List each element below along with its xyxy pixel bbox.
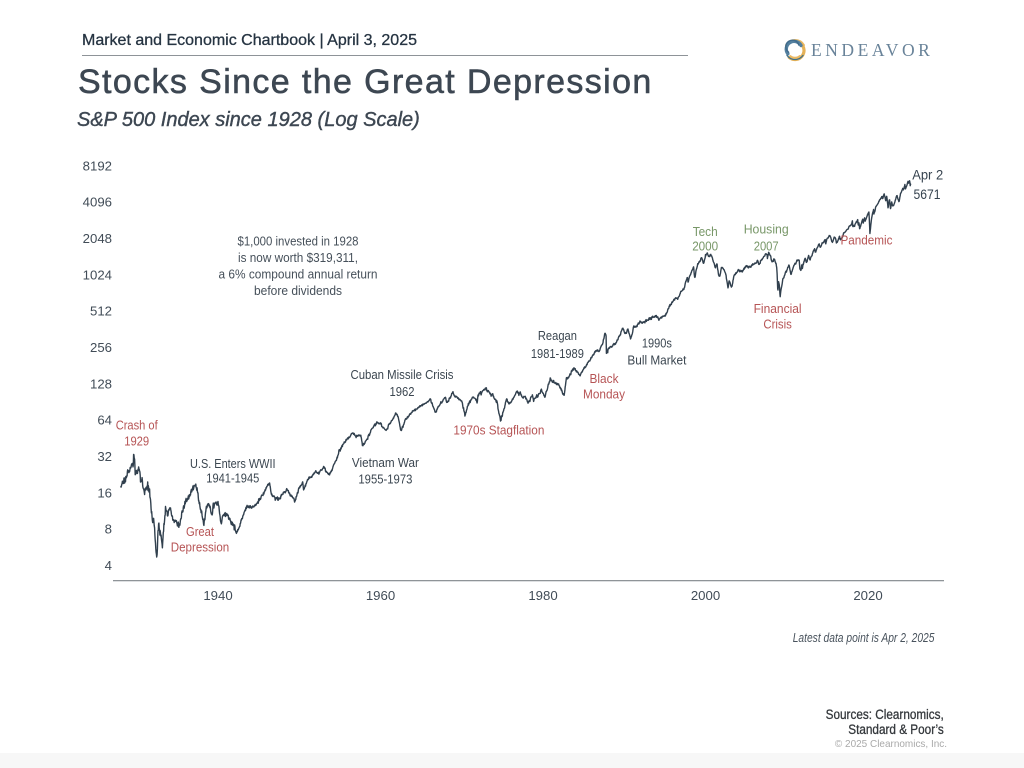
- svg-text:2048: 2048: [83, 231, 112, 246]
- svg-text:is now worth $319,311,: is now worth $319,311,: [238, 250, 358, 265]
- svg-text:1970s Stagflation: 1970s Stagflation: [453, 422, 544, 437]
- svg-text:4: 4: [105, 558, 112, 573]
- svg-text:1940: 1940: [203, 588, 232, 603]
- svg-text:Tech: Tech: [693, 224, 718, 239]
- svg-text:1981-1989: 1981-1989: [531, 346, 584, 361]
- svg-text:4096: 4096: [83, 195, 112, 210]
- svg-text:256: 256: [90, 340, 112, 355]
- svg-text:1955-1973: 1955-1973: [358, 471, 412, 486]
- svg-text:Black: Black: [590, 371, 619, 386]
- svg-text:Crash of: Crash of: [116, 417, 158, 432]
- svg-text:2020: 2020: [853, 588, 882, 603]
- svg-text:1024: 1024: [83, 267, 112, 282]
- svg-text:2007: 2007: [754, 239, 779, 254]
- svg-text:2000: 2000: [692, 239, 718, 254]
- svg-text:8: 8: [105, 522, 112, 537]
- svg-text:a 6% compound annual return: a 6% compound annual return: [219, 267, 378, 282]
- svg-text:128: 128: [90, 376, 112, 391]
- svg-text:512: 512: [90, 304, 112, 319]
- svg-text:1929: 1929: [124, 433, 149, 448]
- svg-text:1941-1945: 1941-1945: [206, 471, 259, 486]
- svg-text:Monday: Monday: [583, 387, 625, 402]
- svg-text:Vietnam War: Vietnam War: [352, 455, 420, 470]
- svg-text:Cuban Missile Crisis: Cuban Missile Crisis: [351, 367, 454, 382]
- svg-text:8192: 8192: [83, 158, 112, 173]
- svg-text:Reagan: Reagan: [538, 328, 577, 343]
- svg-text:Housing: Housing: [744, 222, 789, 237]
- svg-text:Great: Great: [186, 524, 214, 539]
- svg-text:1980: 1980: [528, 588, 557, 603]
- svg-text:Bull Market: Bull Market: [627, 353, 686, 368]
- svg-text:U.S. Enters WWII: U.S. Enters WWII: [190, 456, 276, 471]
- svg-text:before dividends: before dividends: [254, 283, 342, 298]
- svg-text:Depression: Depression: [171, 540, 230, 555]
- svg-text:Apr 2: Apr 2: [912, 167, 943, 183]
- svg-text:16: 16: [97, 485, 112, 500]
- svg-text:64: 64: [97, 413, 112, 428]
- svg-text:$1,000 invested in 1928: $1,000 invested in 1928: [238, 233, 359, 248]
- svg-text:Pandemic: Pandemic: [841, 232, 893, 247]
- svg-text:2000: 2000: [691, 588, 720, 603]
- svg-text:Crisis: Crisis: [763, 317, 792, 332]
- svg-text:32: 32: [97, 449, 112, 464]
- svg-text:1962: 1962: [390, 384, 415, 399]
- svg-text:Financial: Financial: [754, 301, 802, 316]
- svg-text:1990s: 1990s: [642, 336, 672, 351]
- svg-text:1960: 1960: [366, 588, 395, 603]
- svg-text:5671: 5671: [914, 186, 941, 202]
